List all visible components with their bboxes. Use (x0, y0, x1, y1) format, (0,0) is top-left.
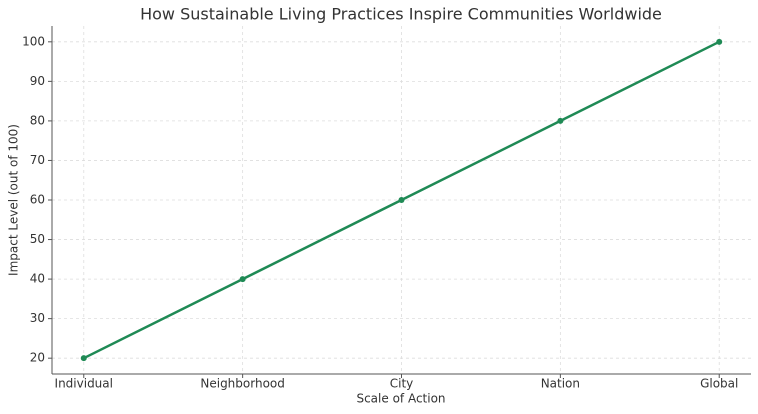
y-tick-label: 70 (30, 153, 45, 167)
y-tick-label: 100 (22, 34, 45, 48)
x-tick-label: City (390, 377, 414, 391)
data-point (716, 38, 723, 45)
x-axis-label: Scale of Action (356, 392, 445, 406)
data-point (239, 276, 246, 283)
y-tick-label: 50 (30, 232, 45, 246)
data-point (398, 197, 405, 203)
y-tick-label: 90 (30, 74, 45, 88)
data-point (557, 117, 564, 124)
x-tick-label: Global (700, 377, 738, 391)
x-tick-label: Neighborhood (200, 377, 285, 391)
y-tick-label: 20 (30, 351, 45, 365)
y-tick-label: 30 (30, 311, 45, 325)
x-tick-label: Individual (55, 377, 113, 391)
y-axis-label: Impact Level (out of 100) (7, 124, 21, 276)
x-tick-label: Nation (541, 377, 580, 391)
chart-title: How Sustainable Living Practices Inspire… (140, 5, 662, 24)
y-tick-label: 80 (30, 113, 45, 127)
data-point (80, 355, 87, 362)
y-tick-label: 60 (30, 193, 45, 207)
y-tick-label: 40 (30, 272, 45, 286)
